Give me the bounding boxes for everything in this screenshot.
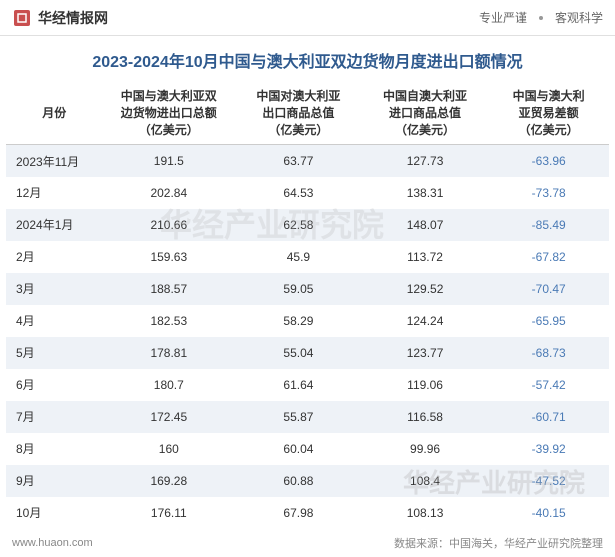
table-row: 12月202.8464.53138.31-73.78 [6,177,609,209]
cell-month: 9月 [6,465,102,497]
cell-import: 123.77 [362,337,489,369]
cell-export: 55.87 [235,401,362,433]
table-row: 2月159.6345.9113.72-67.82 [6,241,609,273]
cell-balance: -65.95 [488,305,609,337]
cell-export: 45.9 [235,241,362,273]
header-bar: 华经情报网 专业严谨 客观科学 [0,0,615,36]
cell-export: 59.05 [235,273,362,305]
logo-icon [12,8,32,28]
cell-export: 67.98 [235,497,362,529]
cell-total: 210.66 [102,209,235,241]
cell-export: 64.53 [235,177,362,209]
cell-month: 8月 [6,433,102,465]
cell-balance: -68.73 [488,337,609,369]
cell-export: 60.88 [235,465,362,497]
footer-source: 数据来源：中国海关，华经产业研究院整理 [394,535,603,551]
cell-balance: -60.71 [488,401,609,433]
column-header-1: 中国与澳大利亚双边货物进出口总额（亿美元） [102,82,235,145]
cell-month: 7月 [6,401,102,433]
cell-import: 127.73 [362,145,489,177]
cell-import: 108.4 [362,465,489,497]
column-header-4: 中国与澳大利亚贸易差额（亿美元） [488,82,609,145]
logo-area: 华经情报网 [12,8,108,28]
cell-total: 172.45 [102,401,235,433]
cell-export: 63.77 [235,145,362,177]
page-title: 2023-2024年10月中国与澳大利亚双边货物月度进出口额情况 [0,36,615,82]
footer: www.huaon.com 数据来源：中国海关，华经产业研究院整理 [0,529,615,557]
cell-total: 176.11 [102,497,235,529]
logo-text: 华经情报网 [38,8,108,28]
cell-import: 113.72 [362,241,489,273]
cell-balance: -63.96 [488,145,609,177]
cell-balance: -39.92 [488,433,609,465]
table-row: 2024年1月210.6662.58148.07-85.49 [6,209,609,241]
cell-balance: -40.15 [488,497,609,529]
cell-total: 182.53 [102,305,235,337]
table-row: 2023年11月191.563.77127.73-63.96 [6,145,609,177]
cell-import: 116.58 [362,401,489,433]
cell-total: 180.7 [102,369,235,401]
table-row: 10月176.1167.98108.13-40.15 [6,497,609,529]
cell-export: 58.29 [235,305,362,337]
cell-balance: -70.47 [488,273,609,305]
cell-month: 2024年1月 [6,209,102,241]
cell-month: 2023年11月 [6,145,102,177]
table-body: 2023年11月191.563.77127.73-63.9612月202.846… [6,145,609,529]
cell-balance: -57.42 [488,369,609,401]
table-row: 4月182.5358.29124.24-65.95 [6,305,609,337]
cell-import: 119.06 [362,369,489,401]
table-row: 6月180.761.64119.06-57.42 [6,369,609,401]
table-container: 月份中国与澳大利亚双边货物进出口总额（亿美元）中国对澳大利亚出口商品总值（亿美元… [0,82,615,529]
cell-total: 159.63 [102,241,235,273]
header-right: 专业严谨 客观科学 [479,9,603,26]
cell-month: 4月 [6,305,102,337]
cell-month: 12月 [6,177,102,209]
cell-total: 202.84 [102,177,235,209]
cell-month: 2月 [6,241,102,273]
footer-url: www.huaon.com [12,537,93,549]
header-right-text-2: 客观科学 [555,9,603,26]
cell-export: 60.04 [235,433,362,465]
cell-balance: -67.82 [488,241,609,273]
header-right-text-1: 专业严谨 [479,9,527,26]
table-row: 8月16060.0499.96-39.92 [6,433,609,465]
cell-import: 148.07 [362,209,489,241]
cell-total: 169.28 [102,465,235,497]
table-row: 5月178.8155.04123.77-68.73 [6,337,609,369]
cell-import: 124.24 [362,305,489,337]
cell-month: 10月 [6,497,102,529]
cell-import: 129.52 [362,273,489,305]
cell-import: 99.96 [362,433,489,465]
cell-total: 178.81 [102,337,235,369]
cell-export: 62.58 [235,209,362,241]
cell-month: 3月 [6,273,102,305]
cell-import: 138.31 [362,177,489,209]
cell-export: 61.64 [235,369,362,401]
cell-import: 108.13 [362,497,489,529]
table-row: 7月172.4555.87116.58-60.71 [6,401,609,433]
table-row: 3月188.5759.05129.52-70.47 [6,273,609,305]
data-table: 月份中国与澳大利亚双边货物进出口总额（亿美元）中国对澳大利亚出口商品总值（亿美元… [6,82,609,529]
cell-balance: -47.52 [488,465,609,497]
cell-export: 55.04 [235,337,362,369]
cell-total: 191.5 [102,145,235,177]
dot-separator [539,16,543,20]
cell-total: 160 [102,433,235,465]
column-header-0: 月份 [6,82,102,145]
cell-balance: -85.49 [488,209,609,241]
cell-month: 6月 [6,369,102,401]
table-header: 月份中国与澳大利亚双边货物进出口总额（亿美元）中国对澳大利亚出口商品总值（亿美元… [6,82,609,145]
cell-balance: -73.78 [488,177,609,209]
table-row: 9月169.2860.88108.4-47.52 [6,465,609,497]
column-header-3: 中国自澳大利亚进口商品总值（亿美元） [362,82,489,145]
column-header-2: 中国对澳大利亚出口商品总值（亿美元） [235,82,362,145]
cell-month: 5月 [6,337,102,369]
cell-total: 188.57 [102,273,235,305]
